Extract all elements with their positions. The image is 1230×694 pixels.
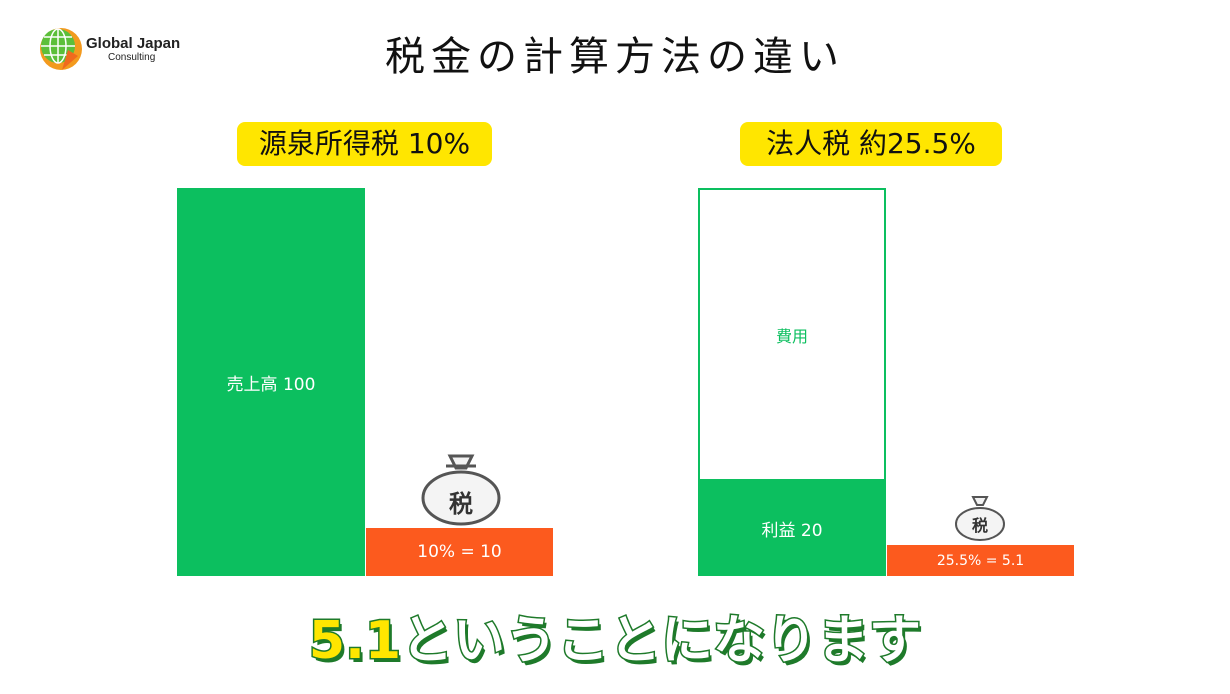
money-bag-icon: 税 bbox=[420, 452, 502, 526]
expense-box: 費用 bbox=[698, 188, 886, 481]
corporate-tax-label: 25.5% = 5.1 bbox=[936, 552, 1025, 569]
profit-label: 利益 20 bbox=[761, 521, 823, 541]
subtitle-caption: 5.1ということになります bbox=[0, 598, 1230, 673]
logo-subname: Consulting bbox=[108, 52, 156, 63]
withholding-tax-label: 10% = 10 bbox=[417, 542, 502, 562]
tax-bag-label: 税 bbox=[449, 490, 473, 518]
revenue-label: 売上高 100 bbox=[226, 374, 316, 395]
withholding-tax-bar: 10% = 10 bbox=[366, 528, 553, 576]
page-title: 税金の計算方法の違い bbox=[385, 34, 845, 80]
caption-number: 5.1 bbox=[307, 610, 402, 673]
revenue-bar: 売上高 100 bbox=[177, 188, 365, 576]
caption-text: ということになります bbox=[400, 610, 923, 673]
globe-logo-icon bbox=[40, 28, 82, 70]
right-heading: 法人税 約25.5% bbox=[740, 122, 1002, 166]
tax-bag-small-label: 税 bbox=[971, 516, 988, 535]
money-bag-small-icon: 税 bbox=[954, 494, 1006, 542]
left-heading: 源泉所得税 10% bbox=[237, 122, 492, 166]
expense-label: 費用 bbox=[775, 326, 808, 346]
logo-name: Global Japan bbox=[86, 35, 181, 52]
corporate-tax-bar: 25.5% = 5.1 bbox=[887, 545, 1074, 576]
profit-bar: 利益 20 bbox=[698, 481, 886, 576]
